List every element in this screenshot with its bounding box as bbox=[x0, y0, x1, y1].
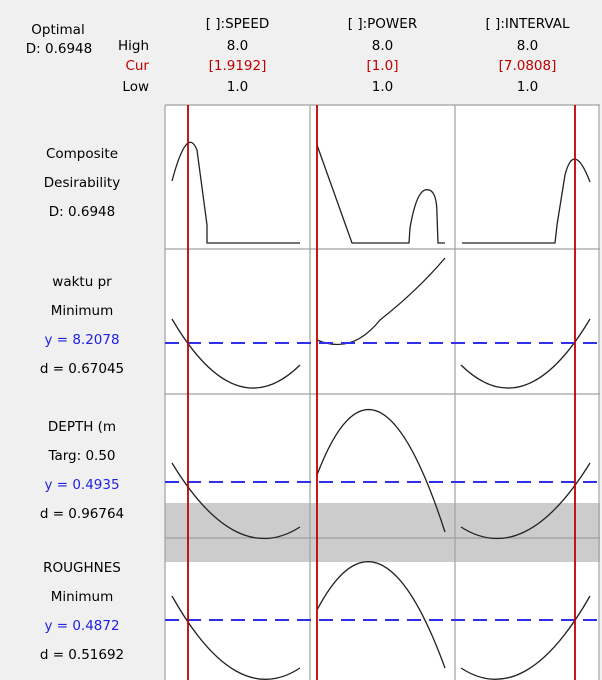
composite-curve-power bbox=[316, 144, 445, 244]
row-label-composite: Composite Desirability D: 0.6948 bbox=[20, 140, 144, 227]
composite-line2: Desirability bbox=[43, 175, 121, 191]
composite-curve-interval bbox=[462, 158, 591, 244]
roughness-y-value: y = 0.4872 bbox=[44, 618, 120, 634]
factor-speed-cur[interactable]: [1.9192] bbox=[208, 58, 267, 74]
row-label-roughness: ROUGHNES Minimum y = 0.4872 d = 0.51692 bbox=[20, 554, 144, 670]
row-label-depth: DEPTH (m Targ: 0.50 y = 0.4935 d = 0.967… bbox=[20, 413, 144, 529]
factor-interval-name: [ ]:INTERVAL bbox=[485, 16, 570, 32]
composite-line1: Composite bbox=[45, 146, 119, 162]
waktu-curve-power bbox=[316, 257, 446, 346]
depth-line2: Targ: 0.50 bbox=[48, 448, 116, 464]
factor-power-low: 1.0 bbox=[371, 79, 394, 95]
factor-interval-cur[interactable]: [7.0808] bbox=[498, 58, 557, 74]
roughness-line2: Minimum bbox=[50, 589, 114, 605]
waktu-y-value: y = 8.2078 bbox=[44, 332, 120, 348]
depth-y-value: y = 0.4935 bbox=[44, 477, 120, 493]
waktu-line1: waktu pr bbox=[52, 274, 112, 290]
roughness-line1: ROUGHNES bbox=[43, 560, 121, 576]
high-label: High bbox=[117, 38, 149, 54]
waktu-d-value: d = 0.67045 bbox=[39, 361, 125, 377]
depth-target-band bbox=[165, 503, 600, 562]
composite-line3: D: 0.6948 bbox=[48, 204, 116, 220]
depth-line1: DEPTH (m bbox=[47, 419, 117, 435]
factor-speed-low: 1.0 bbox=[226, 79, 249, 95]
factor-power-high: 8.0 bbox=[371, 38, 394, 54]
depth-curve-power bbox=[316, 409, 446, 533]
composite-curve-speed bbox=[171, 141, 300, 244]
roughness-d-value: d = 0.51692 bbox=[39, 647, 125, 663]
roughness-curve-power bbox=[316, 561, 446, 669]
factor-power-name: [ ]:POWER bbox=[347, 16, 418, 32]
low-label: Low bbox=[122, 79, 149, 95]
factor-interval-low: 1.0 bbox=[516, 79, 539, 95]
optimal-d-value: D: 0.6948 bbox=[25, 41, 93, 57]
plot-area-bg bbox=[165, 105, 600, 680]
depth-d-value: d = 0.96764 bbox=[39, 506, 125, 522]
waktu-line2: Minimum bbox=[50, 303, 114, 319]
row-label-waktu: waktu pr Minimum y = 8.2078 d = 0.67045 bbox=[20, 268, 144, 384]
factor-interval-high: 8.0 bbox=[516, 38, 539, 54]
factor-speed-high: 8.0 bbox=[226, 38, 249, 54]
factor-speed-name: [ ]:SPEED bbox=[205, 16, 270, 32]
factor-power-cur[interactable]: [1.0] bbox=[366, 58, 399, 74]
optimal-label: Optimal bbox=[31, 22, 85, 38]
cur-label: Cur bbox=[125, 58, 149, 74]
